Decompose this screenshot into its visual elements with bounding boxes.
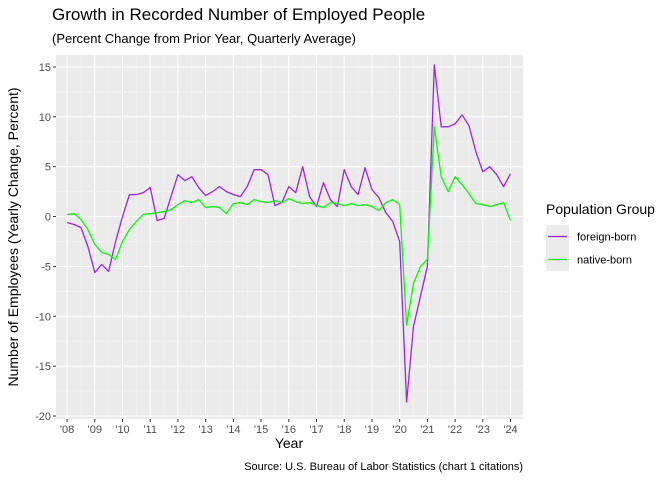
y-axis: 15 10 5 0 -5 -10 -15 -20 [35,62,56,423]
legend-item-foreign-born: foreign-born [546,225,636,248]
legend: Population Group foreign-born native-born [546,201,655,271]
x-tick-label: '22 [448,424,462,436]
y-tick-label: 15 [39,62,51,74]
chart-subtitle: (Percent Change from Prior Year, Quarter… [52,31,356,46]
x-tick-label: '09 [88,424,102,436]
chart-title: Growth in Recorded Number of Employed Pe… [52,5,425,24]
x-tick-label: '13 [198,424,212,436]
legend-label: foreign-born [577,232,636,244]
x-tick-label: '10 [115,424,129,436]
x-tick-label: '20 [392,424,406,436]
source-caption: Source: U.S. Bureau of Labor Statistics … [244,461,523,473]
minor-gridlines [56,55,523,419]
x-tick-label: '21 [420,424,434,436]
x-axis-label: Year [275,435,304,451]
x-tick-label: '08 [60,424,74,436]
major-gridlines [56,55,523,419]
x-tick-label: '19 [365,424,379,436]
x-tick-label: '12 [171,424,185,436]
x-tick-label: '18 [337,424,351,436]
x-tick-label: '17 [309,424,323,436]
series-lines [66,64,512,403]
x-tick-label: '16 [282,424,296,436]
y-tick-label: 0 [45,212,51,224]
plot-panel [56,55,523,419]
legend-label: native-born [577,255,632,267]
y-axis-label: Number of Employees (Yearly Change, Perc… [5,87,21,386]
x-tick-label: '24 [503,424,517,436]
x-tick-label: '11 [143,424,157,436]
series-line-native-born [66,126,512,326]
x-axis: '08 '09 '10 '11 '12 '13 '14 '15 '16 '17 '18 '19 '20 '… [60,419,518,436]
x-tick-label: '15 [254,424,268,436]
x-tick-label: '23 [476,424,490,436]
y-tick-label: 10 [39,112,51,124]
series-line-foreign-born [66,64,512,403]
y-tick-label: -5 [41,261,51,273]
y-tick-label: 5 [45,162,51,174]
legend-item-native-born: native-born [546,248,632,271]
x-tick-label: '14 [226,424,240,436]
y-tick-label: -20 [35,411,51,423]
legend-title: Population Group [546,201,655,217]
y-tick-label: -10 [35,311,51,323]
y-tick-label: -15 [35,361,51,373]
